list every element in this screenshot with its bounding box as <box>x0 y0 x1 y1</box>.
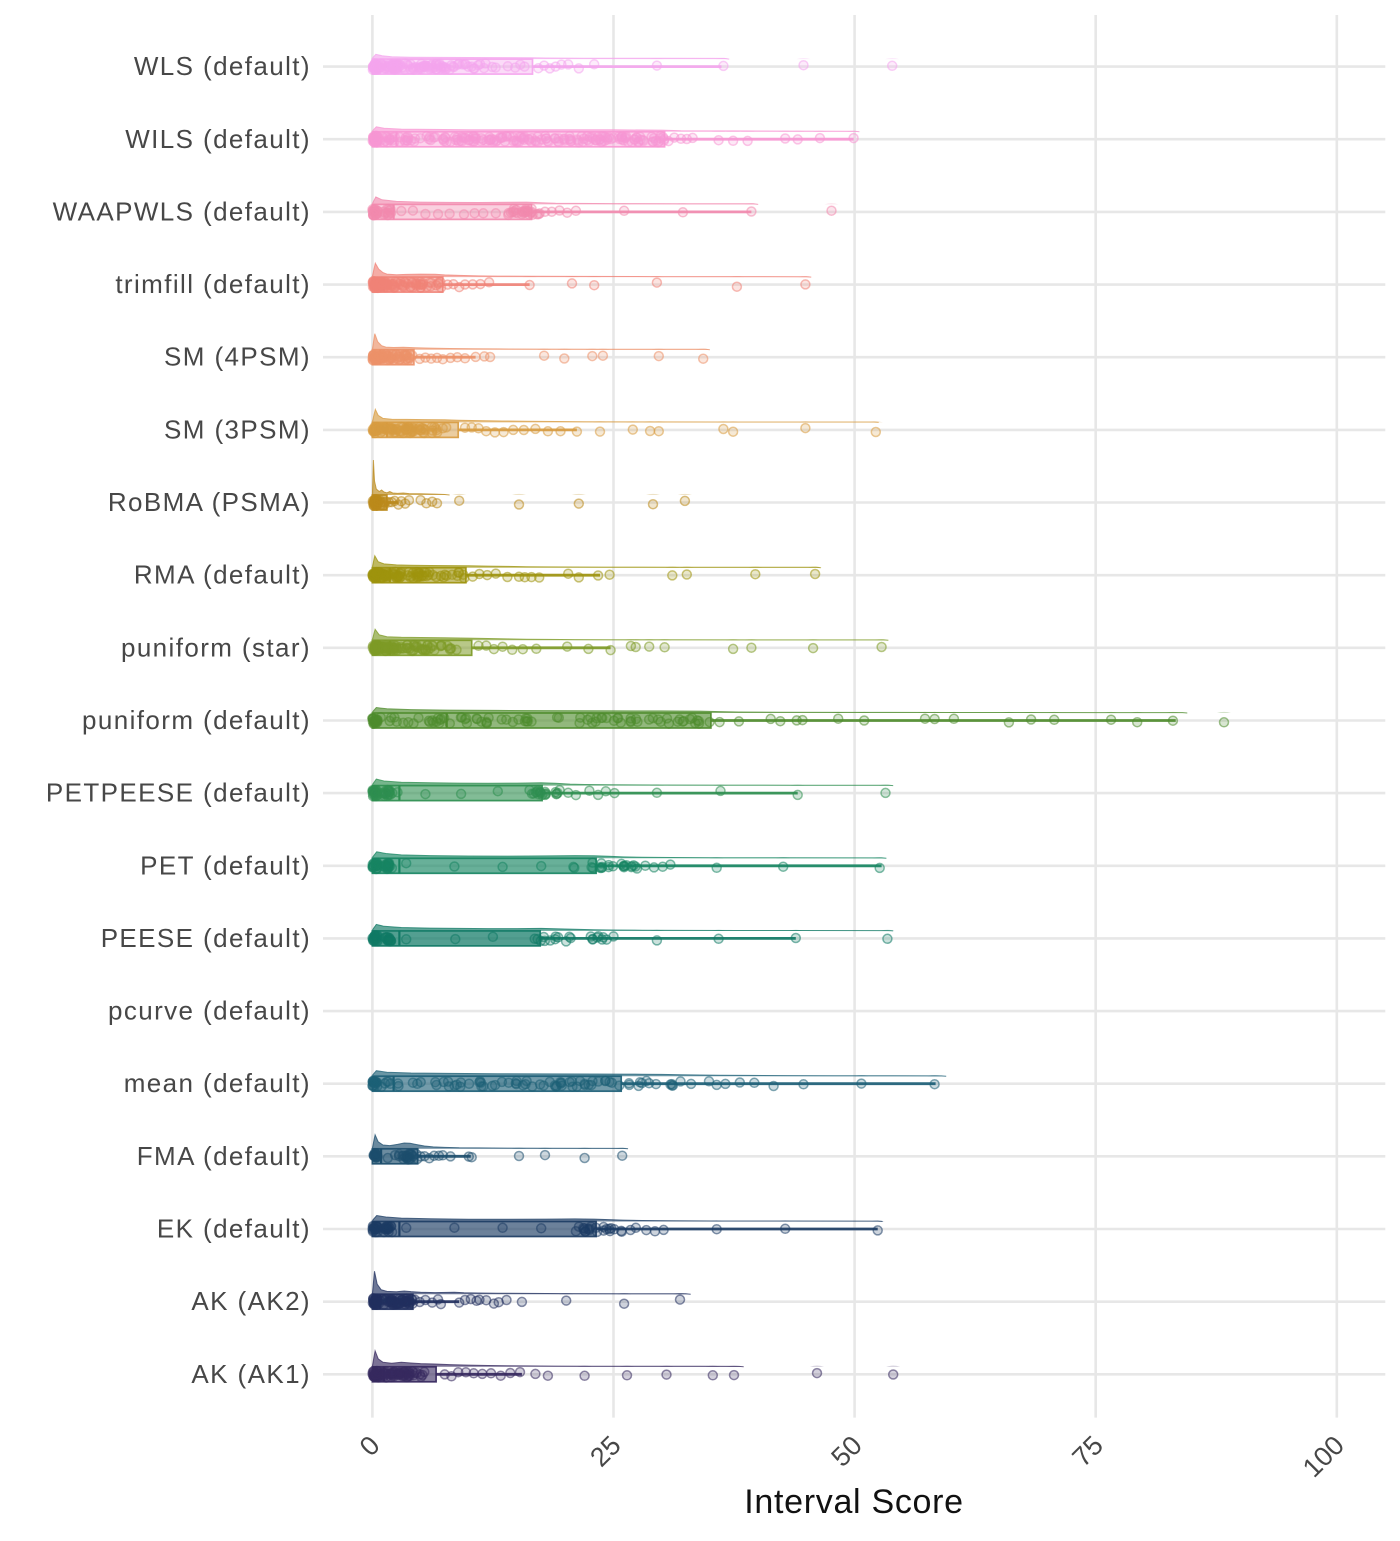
svg-text:FMA (default): FMA (default) <box>137 1141 311 1171</box>
svg-text:AK (AK2): AK (AK2) <box>191 1286 311 1316</box>
svg-text:WLS (default): WLS (default) <box>134 51 311 81</box>
svg-text:SM (4PSM): SM (4PSM) <box>164 342 311 372</box>
svg-text:puniform (default): puniform (default) <box>82 705 311 735</box>
svg-text:PEESE (default): PEESE (default) <box>101 923 311 953</box>
svg-text:puniform (star): puniform (star) <box>121 632 311 662</box>
svg-text:pcurve (default): pcurve (default) <box>108 996 311 1026</box>
svg-text:SM (3PSM): SM (3PSM) <box>164 414 311 444</box>
svg-text:EK (default): EK (default) <box>157 1214 311 1244</box>
svg-text:trimfill (default): trimfill (default) <box>115 269 311 299</box>
svg-text:WAAPWLS (default): WAAPWLS (default) <box>53 196 311 226</box>
svg-text:PET (default): PET (default) <box>140 850 311 880</box>
svg-text:AK (AK1): AK (AK1) <box>191 1359 311 1389</box>
svg-text:Interval Score: Interval Score <box>744 1483 964 1521</box>
svg-text:RoBMA (PSMA): RoBMA (PSMA) <box>108 487 311 517</box>
svg-text:WILS (default): WILS (default) <box>125 124 311 154</box>
svg-text:mean (default): mean (default) <box>124 1068 311 1098</box>
svg-text:RMA (default): RMA (default) <box>134 560 311 590</box>
svg-text:PETPEESE (default): PETPEESE (default) <box>46 778 311 808</box>
